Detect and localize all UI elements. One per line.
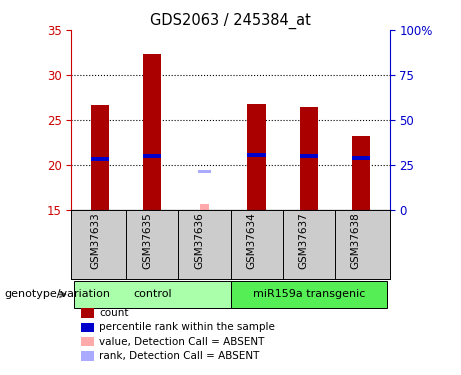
Text: GSM37635: GSM37635 [142,212,152,269]
Bar [91,157,109,161]
Bar [143,154,161,158]
Text: count: count [99,308,129,318]
Text: GSM37637: GSM37637 [299,212,309,269]
Text: rank, Detection Call = ABSENT: rank, Detection Call = ABSENT [99,351,260,361]
Bar [74,281,230,308]
Text: genotype/variation: genotype/variation [5,290,111,299]
Text: control: control [133,289,171,299]
Text: percentile rank within the sample: percentile rank within the sample [99,322,275,332]
Bar [198,170,211,173]
Bar [248,153,266,157]
Bar [352,156,370,160]
Text: GSM37633: GSM37633 [90,212,100,269]
Text: GSM37638: GSM37638 [351,212,361,269]
Text: miR159a transgenic: miR159a transgenic [253,289,365,299]
Bar [300,154,318,158]
Text: GSM37634: GSM37634 [247,212,257,269]
Bar [230,281,387,308]
Bar [91,105,109,210]
Text: GSM37636: GSM37636 [195,212,204,269]
Text: value, Detection Call = ABSENT: value, Detection Call = ABSENT [99,337,265,346]
Bar [143,54,161,210]
Bar [200,204,209,210]
Bar [248,104,266,210]
Text: GDS2063 / 245384_at: GDS2063 / 245384_at [150,13,311,29]
Bar [300,107,318,210]
Bar [352,136,370,210]
